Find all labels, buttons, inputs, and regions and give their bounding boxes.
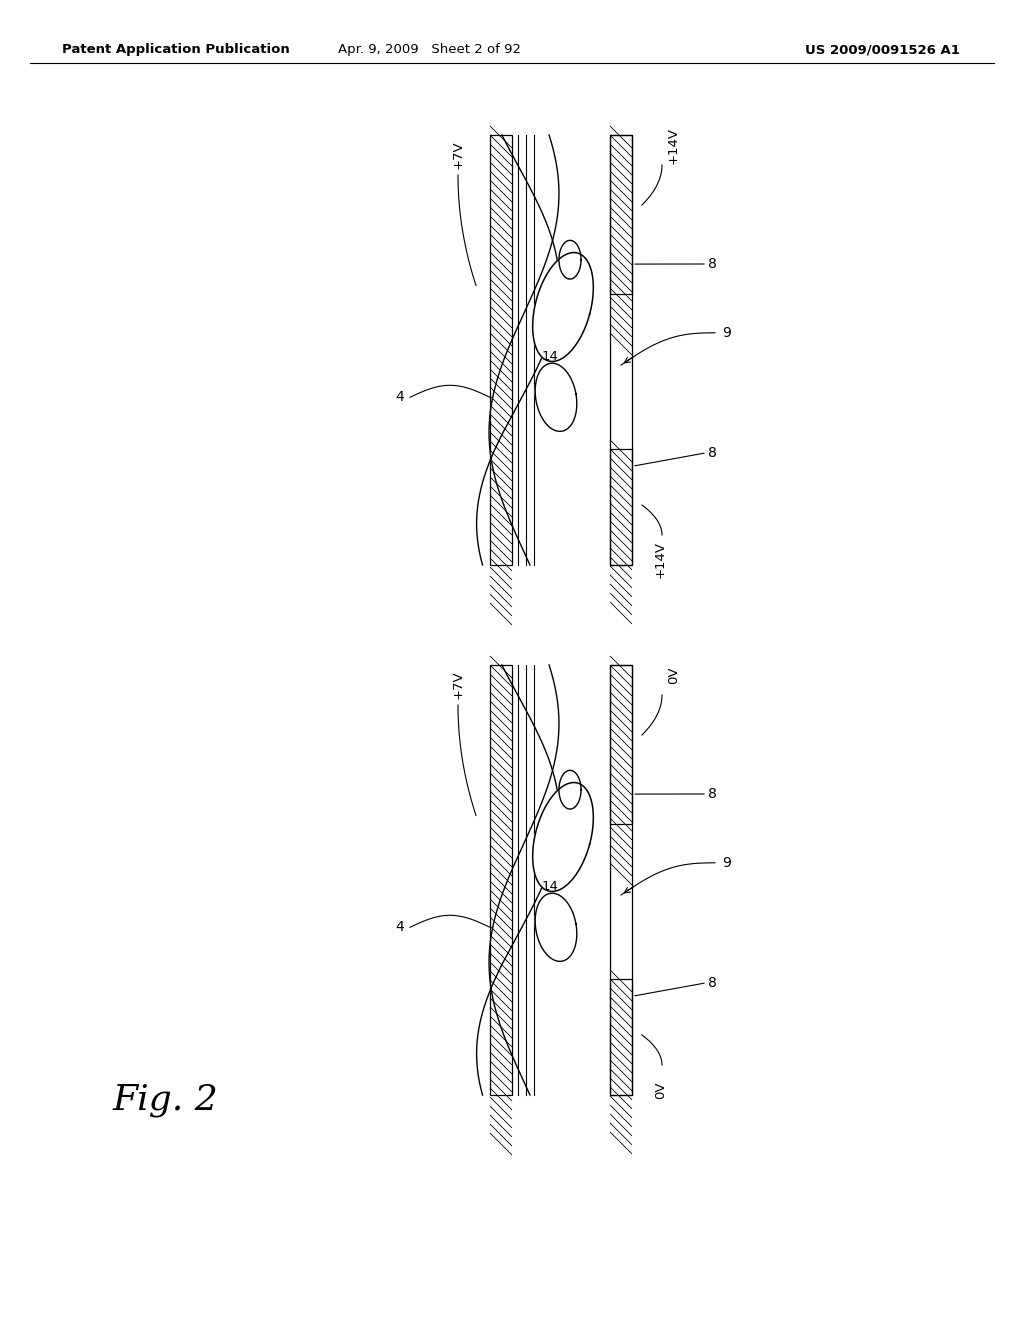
Text: Apr. 9, 2009   Sheet 2 of 92: Apr. 9, 2009 Sheet 2 of 92 xyxy=(339,44,521,57)
Bar xyxy=(610,665,632,1096)
Text: 8: 8 xyxy=(708,977,717,990)
Text: 14: 14 xyxy=(542,350,558,363)
Text: 4: 4 xyxy=(395,920,404,935)
Polygon shape xyxy=(559,240,581,279)
Bar xyxy=(490,665,512,1096)
Text: +7V: +7V xyxy=(452,141,465,169)
Text: +14V: +14V xyxy=(654,541,667,578)
Text: 8: 8 xyxy=(708,787,717,801)
Text: 0V: 0V xyxy=(654,1081,667,1098)
Text: 9: 9 xyxy=(723,855,731,870)
Text: US 2009/0091526 A1: US 2009/0091526 A1 xyxy=(805,44,961,57)
Text: +7V: +7V xyxy=(452,671,465,700)
Text: +14V: +14V xyxy=(667,127,680,164)
Bar xyxy=(610,135,632,565)
Bar xyxy=(490,135,512,565)
Bar xyxy=(610,665,632,824)
Text: Fig. 2: Fig. 2 xyxy=(112,1082,218,1117)
Text: 0V: 0V xyxy=(667,667,680,684)
Polygon shape xyxy=(536,363,577,432)
Polygon shape xyxy=(532,783,593,891)
Polygon shape xyxy=(532,252,593,362)
Polygon shape xyxy=(559,771,581,809)
Text: 9: 9 xyxy=(723,326,731,339)
Bar xyxy=(610,979,632,1096)
Bar xyxy=(610,135,632,294)
Polygon shape xyxy=(536,894,577,961)
Text: 8: 8 xyxy=(708,257,717,271)
Text: 14: 14 xyxy=(542,880,558,892)
Text: 4: 4 xyxy=(395,391,404,404)
Bar xyxy=(610,449,632,565)
Text: 8: 8 xyxy=(708,446,717,461)
Text: Patent Application Publication: Patent Application Publication xyxy=(62,44,290,57)
